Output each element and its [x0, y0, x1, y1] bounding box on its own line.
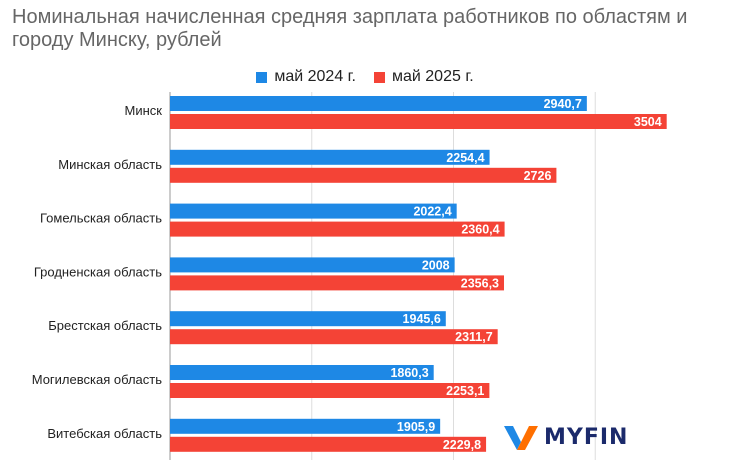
bar-0-6 [170, 418, 441, 434]
bar-1-6 [170, 436, 487, 452]
bar-1-2 [170, 221, 505, 237]
legend-swatch-2025 [374, 71, 385, 83]
data-label-0-2: 2022,4 [413, 205, 451, 219]
data-label-0-5: 1860,3 [390, 366, 428, 380]
data-label-1-0: 3504 [634, 115, 662, 129]
category-label-6: Витебская область [47, 426, 162, 441]
legend-item-2024: май 2024 г. [256, 68, 356, 86]
legend-label-2025: май 2025 г. [392, 68, 474, 85]
legend-label-2024: май 2024 г. [274, 68, 356, 85]
category-label-4: Брестская область [48, 318, 162, 333]
category-label-3: Гродненская область [34, 264, 162, 279]
data-label-0-1: 2254,4 [446, 151, 484, 165]
bar-1-5 [170, 383, 490, 398]
myfin-logo-icon [504, 426, 538, 450]
legend: май 2024 г. май 2025 г. [0, 68, 730, 86]
data-label-1-2: 2360,4 [461, 223, 499, 237]
bar-1-4 [170, 329, 498, 345]
data-label-0-4: 1945,6 [403, 312, 441, 326]
myfin-logo-text: MYFIN [544, 424, 629, 450]
chart-title: Номинальная начисленная средняя зарплата… [12, 6, 688, 51]
data-label-1-3: 2356,3 [461, 276, 499, 290]
bar-0-5 [170, 365, 434, 380]
legend-item-2025: май 2025 г. [374, 68, 474, 86]
bar-0-2 [170, 203, 457, 219]
data-label-1-4: 2311,7 [455, 330, 493, 344]
data-label-0-0: 2940,7 [544, 97, 582, 111]
data-label-1-1: 2726 [524, 169, 552, 183]
bar-0-4 [170, 311, 446, 327]
data-label-1-5: 2253,1 [446, 384, 484, 398]
category-label-2: Гомельская область [40, 211, 162, 226]
category-label-1: Минская область [58, 157, 162, 172]
bar-0-0 [170, 96, 587, 111]
data-label-0-6: 1905,9 [397, 420, 435, 434]
category-label-0: Минск [125, 103, 163, 118]
bar-1-1 [170, 167, 557, 183]
data-label-1-6: 2229,8 [443, 438, 481, 452]
myfin-logo: MYFIN [504, 424, 628, 450]
bar-0-1 [170, 149, 490, 165]
bar-1-0 [170, 114, 667, 129]
legend-swatch-2024 [256, 71, 268, 83]
bar-1-3 [170, 275, 505, 291]
bar-0-3 [170, 257, 455, 273]
data-label-0-3: 2008 [422, 258, 450, 272]
category-label-5: Могилевская область [32, 372, 163, 387]
